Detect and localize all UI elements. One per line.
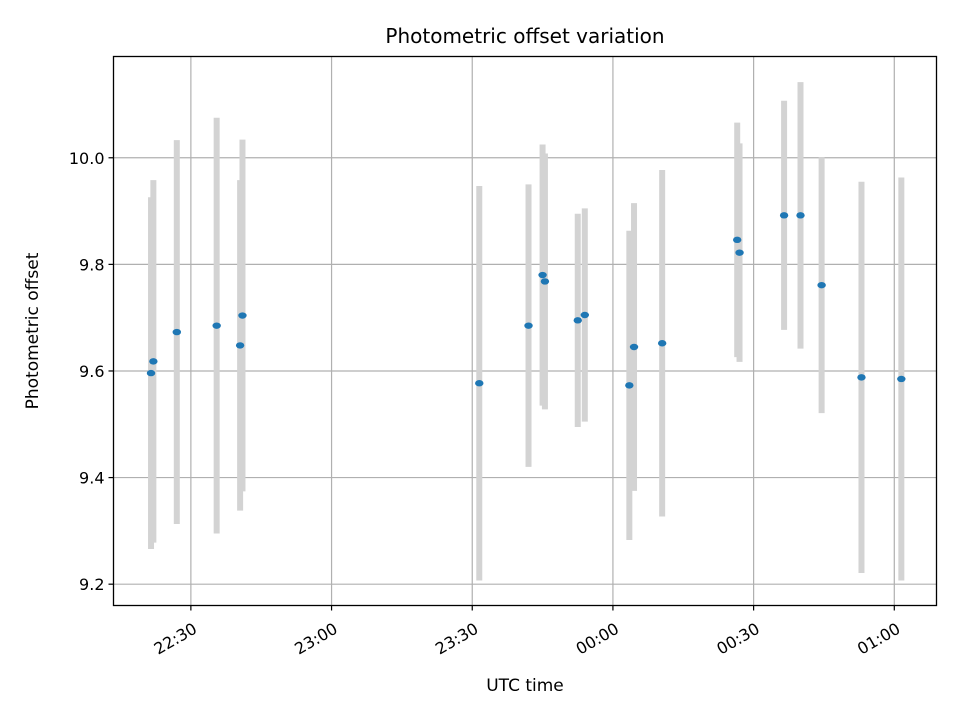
y-tick-label: 9.2: [79, 575, 104, 594]
data-point: [172, 328, 182, 336]
axis-ticks: 22:30 23:00 23:30 00:00 00:30 01:00 9.2 9.4 9.6 9…: [69, 149, 904, 659]
data-point: [629, 343, 639, 351]
plot-area-frame: [112, 55, 938, 607]
x-tick-label: 00:00: [573, 619, 622, 659]
error-bars: [148, 82, 905, 581]
y-tick-label: 9.8: [79, 255, 104, 274]
y-tick-label: 9.4: [79, 469, 104, 488]
data-point: [524, 322, 533, 329]
x-axis-label: UTC time: [486, 676, 564, 696]
data-point: [625, 382, 634, 389]
data-point: [779, 212, 789, 219]
data-point: [796, 212, 805, 219]
grid-lines: [113, 56, 937, 606]
x-tick-label: 22:30: [151, 619, 200, 659]
data-point: [857, 374, 866, 381]
data-point: [235, 342, 245, 349]
data-point: [897, 375, 906, 383]
y-tick-label: 9.6: [79, 362, 104, 381]
x-tick-label: 01:00: [854, 619, 903, 659]
x-tick-label: 23:30: [432, 619, 481, 659]
data-point: [540, 278, 550, 285]
data-point: [212, 322, 221, 329]
data-point: [573, 317, 582, 324]
x-tick-label: 00:30: [713, 619, 762, 659]
data-point: [146, 369, 156, 377]
data-point: [149, 358, 158, 365]
y-tick-label: 10.0: [69, 149, 105, 168]
data-point: [580, 311, 589, 319]
data-point: [732, 236, 742, 244]
data-point: [657, 340, 667, 347]
data-points: [146, 212, 906, 389]
x-tick-label: 23:00: [291, 619, 340, 659]
y-axis-label: Photometric offset: [23, 252, 43, 409]
data-point: [735, 249, 744, 256]
data-point: [817, 281, 826, 289]
data-point: [538, 271, 547, 279]
data-point: [475, 380, 484, 387]
data-point: [238, 312, 247, 319]
chart-title: Photometric offset variation: [385, 24, 664, 48]
